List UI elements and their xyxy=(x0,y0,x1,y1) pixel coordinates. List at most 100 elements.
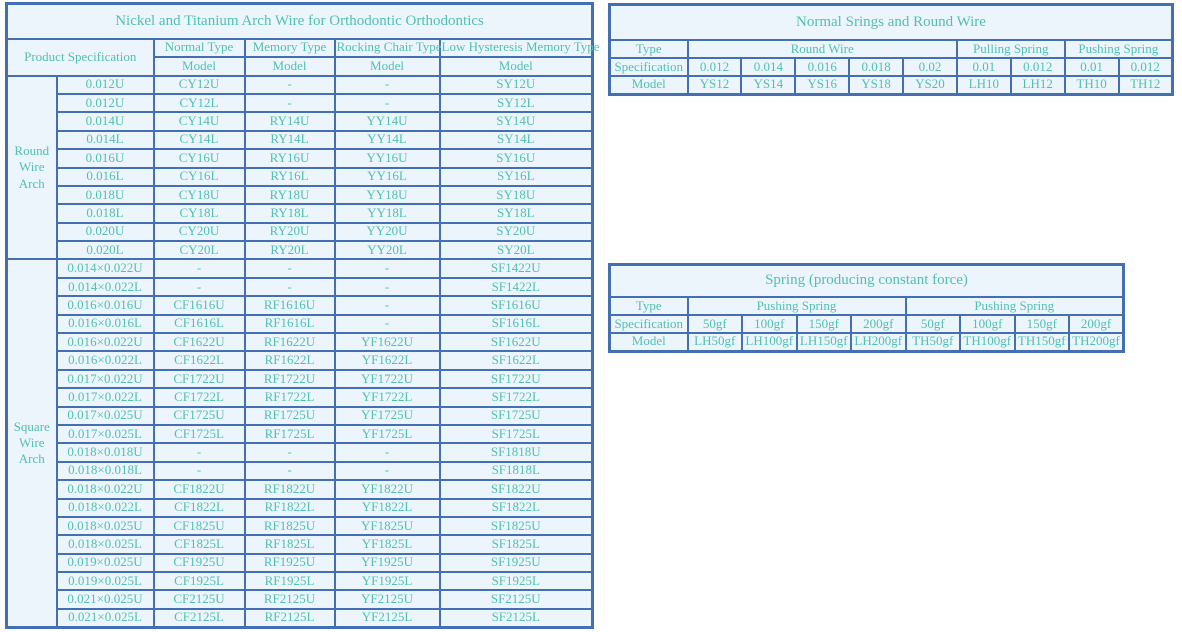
low-hysteresis-model-cell: SF2125L xyxy=(438,607,594,629)
arch-table-model-row: Model Model Model Model xyxy=(7,56,594,77)
model-row: Model YS12 YS14 YS16 YS18 YS20 LH10 LH12 TH10 TH… xyxy=(608,75,1174,95)
table-row: 0.012U CY12L - - SY12L xyxy=(7,92,594,114)
memory-type-model-cell: RF1825L xyxy=(243,534,336,555)
low-hysteresis-model-cell: SY18L xyxy=(438,203,594,224)
low-hysteresis-model-cell: SF1622U xyxy=(438,331,594,353)
normal-type-model-cell: CF1822U xyxy=(152,479,246,500)
memory-type-model-cell: - xyxy=(243,92,336,114)
table-row: 0.014L CY14L RY14L YY14L SY14L xyxy=(7,129,594,151)
rocking-chair-type-model-cell: - xyxy=(333,460,441,482)
rocking-chair-type-model-cell: YF1622U xyxy=(333,331,441,353)
table-row: 0.016L CY16L RY16L YY16L SY16L xyxy=(7,166,594,187)
specification-cell: 0.016 xyxy=(794,57,851,77)
rocking-chair-type-model-cell: YY14U xyxy=(333,111,441,132)
model-cell: YS20 xyxy=(902,75,958,95)
specification-cell: 0.018 xyxy=(848,57,904,77)
model-subheader: Model xyxy=(438,56,594,77)
low-hysteresis-model-cell: SF1616L xyxy=(438,313,594,335)
specification-cell: 0.014×0.022L xyxy=(55,276,155,298)
row-group-label: Round Wire Arch xyxy=(5,74,58,261)
specification-cell: 50gf xyxy=(904,314,961,334)
table-row: 0.018×0.018U - - - SF1818U xyxy=(7,442,594,463)
normal-type-model-cell: CF1825L xyxy=(152,534,246,555)
specification-cell: 0.020U xyxy=(55,221,155,243)
model-cell: TH100gf xyxy=(959,332,1016,352)
specification-cell: 0.016×0.016L xyxy=(55,313,155,335)
low-hysteresis-model-cell: SF1825L xyxy=(438,534,594,555)
specification-cell: 0.014L xyxy=(55,129,155,151)
rocking-chair-type-model-cell: YY16L xyxy=(333,166,441,187)
table-row: 0.016×0.022L CF1622L RF1622L YF1622L SF1622L xyxy=(7,350,594,371)
specification-cell: 0.017×0.022U xyxy=(55,368,155,390)
memory-type-model-cell: RF1722L xyxy=(243,387,336,408)
specification-cell: 0.018×0.022L xyxy=(55,497,155,518)
rocking-chair-type-model-cell: - xyxy=(333,92,441,114)
table-row: 0.021×0.025L CF2125L RF2125L YF2125L SF2125L xyxy=(7,607,594,629)
low-hysteresis-model-cell: SF1925L xyxy=(438,571,594,592)
model-cell: TH50gf xyxy=(904,332,961,352)
low-hysteresis-model-cell: SF1725U xyxy=(438,405,594,426)
normal-type-model-cell: CF1622U xyxy=(152,331,246,353)
low-hysteresis-model-cell: SY18U xyxy=(438,184,594,206)
specification-cell: 0.012 xyxy=(1117,57,1174,77)
low-hysteresis-model-cell: SY14U xyxy=(438,111,594,132)
specification-cell: 0.012U xyxy=(55,92,155,114)
memory-type-model-cell: RF1925U xyxy=(243,552,336,574)
table-row: 0.019×0.025U CF1925U RF1925U YF1925U SF1925U xyxy=(7,552,594,574)
cf-table-title-row: Spring (producing constant force) xyxy=(608,263,1125,298)
rocking-chair-type-model-cell: YF1825L xyxy=(333,534,441,555)
normal-type-model-cell: CF2125L xyxy=(152,607,246,629)
rocking-chair-type-model-cell: YY14L xyxy=(333,129,441,151)
specification-cell: 0.019×0.025U xyxy=(55,552,155,574)
low-hysteresis-model-cell: SF1616U xyxy=(438,295,594,316)
type-row: Type Pushing Spring Pushing Spring xyxy=(608,296,1125,316)
constant-force-spring-table: Spring (producing constant force) Type P… xyxy=(608,263,1125,353)
model-cell: TH12 xyxy=(1117,75,1174,95)
table-row: 0.021×0.025U CF2125U RF2125U YF2125U SF2125U xyxy=(7,589,594,610)
specification-cell: 100gf xyxy=(741,314,798,334)
type-row: Type Round Wire Pulling Spring Pushing S… xyxy=(608,39,1174,59)
specification-cell: 0.016×0.022L xyxy=(55,350,155,371)
memory-type-model-cell: RF1616L xyxy=(243,313,336,335)
specification-cell: 100gf xyxy=(959,314,1016,334)
normal-type-model-cell: CF1622L xyxy=(152,350,246,371)
table-row: 0.017×0.025L CF1725L RF1725L YF1725L SF1725L xyxy=(7,423,594,445)
rocking-chair-type-model-cell: - xyxy=(333,258,441,279)
group-header-pushing-spring-th: Pushing Spring xyxy=(904,296,1125,316)
memory-type-model-cell: - xyxy=(243,258,336,279)
rocking-chair-type-model-cell: - xyxy=(333,295,441,316)
table-row: 0.018L CY18L RY18L YY18L SY18L xyxy=(7,203,594,224)
memory-type-model-cell: RF1822L xyxy=(243,497,336,518)
rocking-chair-type-model-cell: YY16U xyxy=(333,148,441,169)
row-label-model: Model xyxy=(608,75,689,95)
model-cell: LH100gf xyxy=(741,332,798,352)
memory-type-model-cell: RY16L xyxy=(243,166,336,187)
arch-table-title: Nickel and Titanium Arch Wire for Orthod… xyxy=(5,2,594,40)
low-hysteresis-model-cell: SY12L xyxy=(438,92,594,114)
model-cell: YS12 xyxy=(686,75,743,95)
rocking-chair-type-model-cell: YF1822U xyxy=(333,479,441,500)
table-row: 0.018U CY18U RY18U YY18U SY18U xyxy=(7,184,594,206)
table-row: 0.017×0.025U CF1725U RF1725U YF1725U SF1725U xyxy=(7,405,594,426)
rocking-chair-type-model-cell: YY18U xyxy=(333,184,441,206)
row-label-type: Type xyxy=(608,39,689,59)
low-hysteresis-model-cell: SY16L xyxy=(438,166,594,187)
table-row: 0.018×0.025L CF1825L RF1825L YF1825L SF1825L xyxy=(7,534,594,555)
rocking-chair-type-model-cell: YF1822L xyxy=(333,497,441,518)
model-cell: LH12 xyxy=(1009,75,1066,95)
low-hysteresis-model-cell: SF1722L xyxy=(438,387,594,408)
specification-cell: 200gf xyxy=(850,314,907,334)
normal-type-model-cell: CY14L xyxy=(152,129,246,151)
specification-cell: 0.016×0.022U xyxy=(55,331,155,353)
springs-table-title-row: Normal Srings and Round Wire xyxy=(608,3,1174,41)
memory-type-model-cell: - xyxy=(243,460,336,482)
rocking-chair-type-model-cell: YF1722U xyxy=(333,368,441,390)
memory-type-model-cell: RF1925L xyxy=(243,571,336,592)
low-hysteresis-model-cell: SF1818L xyxy=(438,460,594,482)
arch-table-header-row: Product Specification Normal Type Memory… xyxy=(5,37,600,77)
normal-type-model-cell: CY20U xyxy=(152,221,246,243)
specification-cell: 0.017×0.025L xyxy=(55,423,155,445)
specification-cell: 0.017×0.022L xyxy=(55,387,155,408)
rocking-chair-type-model-cell: - xyxy=(333,313,441,335)
model-cell: TH150gf xyxy=(1013,332,1070,352)
